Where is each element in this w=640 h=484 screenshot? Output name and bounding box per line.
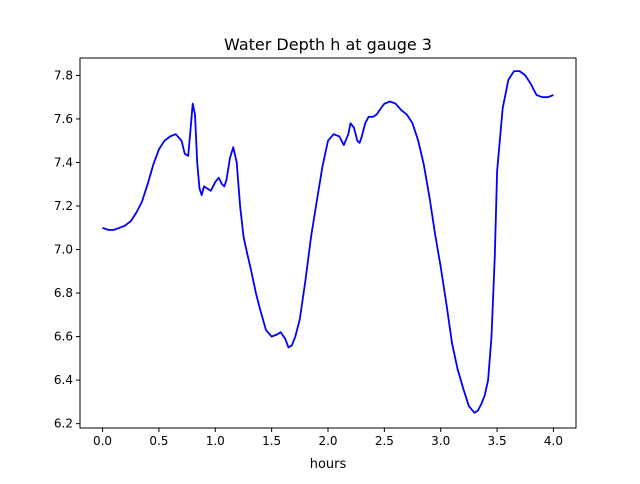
x-tick-label: 0.5 [149,434,168,448]
y-tick-label: 7.8 [54,68,73,82]
x-tick-label: 0.0 [93,434,112,448]
y-tick-label: 7.6 [54,112,73,126]
x-tick-label: 4.0 [544,434,563,448]
y-tick-label: 7.0 [54,243,73,257]
x-tick-label: 2.0 [318,434,337,448]
chart-title: Water Depth h at gauge 3 [224,35,432,54]
x-axis-label: hours [310,457,347,472]
x-tick-label: 3.0 [431,434,450,448]
y-tick-label: 6.8 [54,286,73,300]
series-line-0 [102,70,554,414]
plot-area [102,70,554,414]
y-tick-label: 6.4 [54,373,73,387]
y-tick-label: 7.4 [54,155,73,169]
x-tick-label: 1.0 [206,434,225,448]
y-tick-label: 7.2 [54,199,73,213]
x-tick-label: 1.5 [262,434,281,448]
x-tick-label: 2.5 [375,434,394,448]
y-tick-label: 6.2 [54,417,73,431]
y-tick-label: 6.6 [54,330,73,344]
x-tick-label: 3.5 [488,434,507,448]
axes: 0.0 0.5 1.0 1.5 2.0 2.5 3.0 3.5 4.0 6.2 6.4 6.6 6.8 7… [54,57,577,448]
